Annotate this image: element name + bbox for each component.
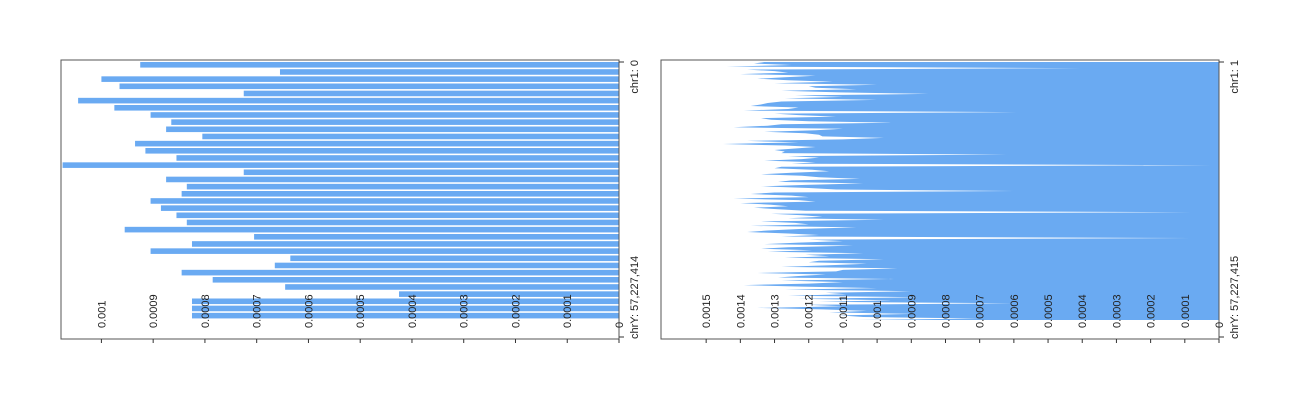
plot-frame <box>60 59 620 340</box>
bar <box>124 226 620 233</box>
genome-start-label: chr1: 1 <box>1229 60 1241 94</box>
bar <box>290 255 619 262</box>
bar <box>101 76 619 82</box>
value-tick-label: 0.0006 <box>303 294 315 328</box>
bar <box>243 169 620 176</box>
bar <box>181 191 619 197</box>
bar <box>285 284 619 290</box>
bar <box>186 183 619 190</box>
area-chart-panel: 0 0.0001 0.0002 0.0003 0.0004 0.0005 0.0006 0.0… <box>660 59 1241 343</box>
value-tick-label: 0.0008 <box>200 294 212 328</box>
value-tick-label: 0.001 <box>96 300 108 328</box>
genome-start-label: chr1: 0 <box>629 60 641 94</box>
bar <box>78 97 620 104</box>
bar <box>202 133 620 140</box>
value-tick-label: 0.0007 <box>975 294 987 328</box>
value-tick-label: 0.0004 <box>1077 294 1089 328</box>
value-tick-label: 0.0005 <box>1043 294 1055 328</box>
plot-frame <box>660 59 1220 340</box>
bar <box>176 212 620 219</box>
genome-end-label: chrY: 57,227,414 <box>629 256 641 339</box>
bar <box>191 312 619 319</box>
genome-end-label: chrY: 57,227,415 <box>1229 256 1241 339</box>
bar <box>399 291 619 297</box>
bar <box>150 248 619 254</box>
bar <box>114 105 619 111</box>
value-tick-label: 0.0012 <box>804 294 816 328</box>
bar <box>160 205 620 211</box>
value-tick-label: 0 <box>1214 322 1226 328</box>
value-tick-label: 0.0001 <box>1180 294 1192 328</box>
value-tick-label: 0.001 <box>872 300 884 328</box>
bar <box>166 126 619 133</box>
value-tick-label: 0.0013 <box>770 294 782 328</box>
bar <box>191 305 619 312</box>
bar <box>150 112 619 118</box>
value-tick-label: 0.0009 <box>906 294 918 328</box>
value-tick-label: 0.0008 <box>940 294 952 328</box>
value-tick-label: 0.0009 <box>148 294 160 328</box>
bar <box>191 241 619 247</box>
value-tick-label: 0.0004 <box>407 294 419 328</box>
bar <box>191 298 619 305</box>
value-tick-label: 0.0005 <box>355 294 367 328</box>
bar <box>212 277 619 283</box>
value-tick-label: 0 <box>614 322 626 328</box>
bar <box>171 119 619 125</box>
value-tick-label: 0.0001 <box>562 294 574 328</box>
value-tick-label: 0.0007 <box>252 294 264 328</box>
value-tick-label: 0.0006 <box>1009 294 1021 328</box>
bar <box>62 162 620 168</box>
area-series <box>723 62 1219 320</box>
value-tick-label: 0.0002 <box>1146 294 1158 328</box>
bar <box>254 234 619 240</box>
bar <box>145 148 619 154</box>
bar <box>181 269 619 276</box>
bar <box>279 69 619 75</box>
bar <box>274 262 619 269</box>
bar <box>166 176 619 183</box>
value-tick-label: 0.0011 <box>838 295 850 328</box>
bar-chart-panel: 0 0.0001 0.0002 0.0003 0.0004 0.0005 0.0006 0.0… <box>60 59 641 343</box>
value-tick-label: 0.0003 <box>459 294 471 328</box>
bar <box>176 155 620 161</box>
bar <box>135 140 620 147</box>
value-tick-label: 0.0002 <box>510 294 522 328</box>
value-tick-label: 0.0014 <box>735 294 747 328</box>
bar <box>140 62 619 68</box>
bar <box>119 83 620 90</box>
bar <box>150 198 619 204</box>
value-tick-label: 0.0015 <box>701 294 713 328</box>
value-tick-label: 0.0003 <box>1111 294 1123 328</box>
bar <box>186 219 619 226</box>
bar <box>243 90 620 97</box>
